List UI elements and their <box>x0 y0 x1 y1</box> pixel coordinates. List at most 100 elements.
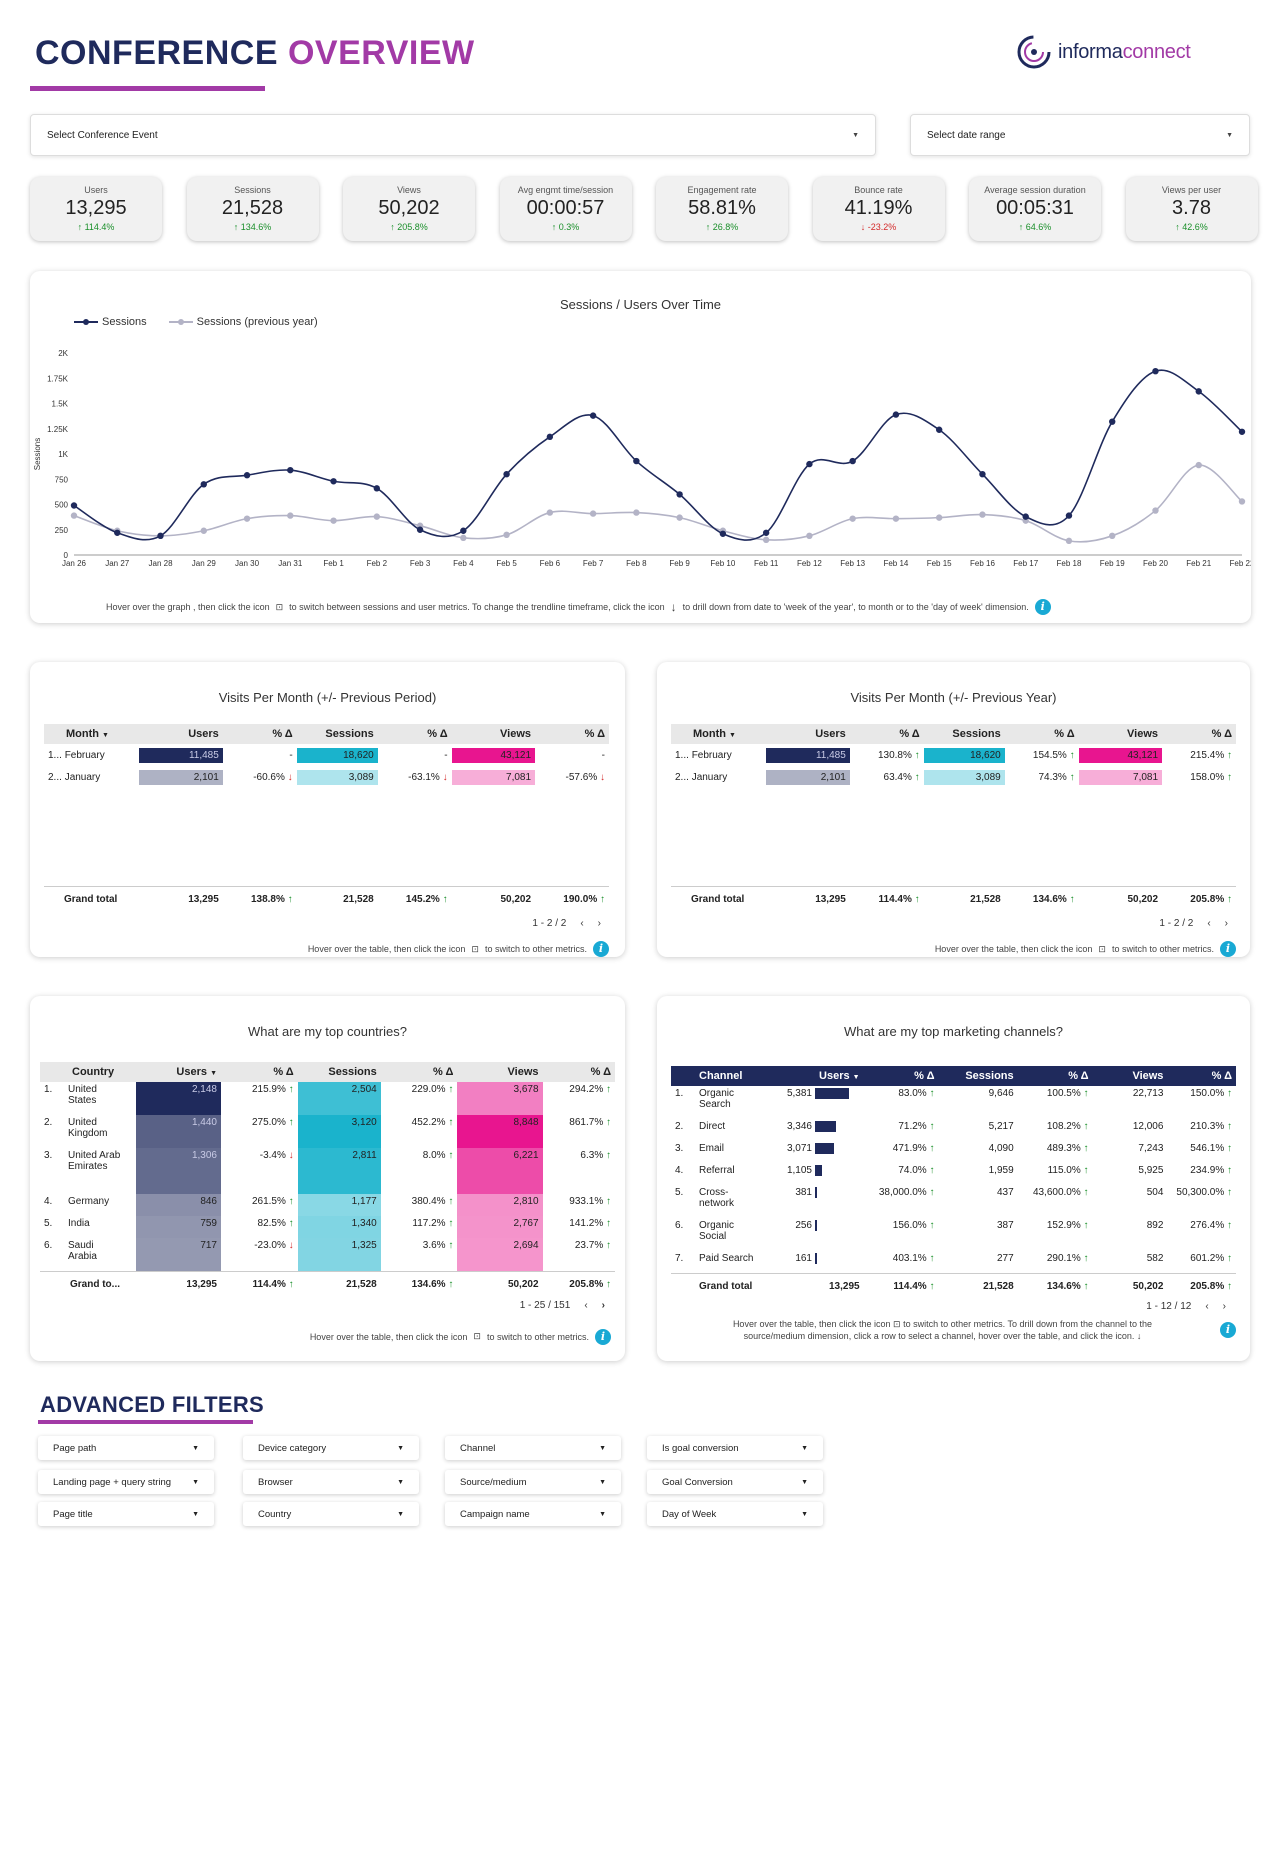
data-point-sessions-prev-year[interactable] <box>1065 537 1073 545</box>
table-row[interactable]: 6. Saudi Arabia 717 -23.0% ↓ 1,325 3.6% ↑ 2,69… <box>40 1238 615 1272</box>
column-header[interactable]: Month ▼ <box>671 724 767 744</box>
next-page-icon[interactable]: › <box>1224 918 1228 929</box>
filter-browser[interactable]: Browser ▼ <box>243 1470 419 1494</box>
drill-down-icon[interactable]: ↓ <box>1136 1331 1142 1341</box>
filter-channel[interactable]: Channel ▼ <box>445 1436 621 1460</box>
column-header[interactable]: Views <box>1078 724 1163 744</box>
data-point-sessions-prev-year[interactable] <box>1238 498 1246 505</box>
metric-switch-icon[interactable]: ⊡ <box>471 943 479 954</box>
table-row[interactable]: 4. Referral 1,105 74.0% ↑ 1,959 115.0% ↑ 5,92… <box>675 1165 1232 1177</box>
prev-page-icon[interactable]: ‹ <box>584 1299 588 1311</box>
table-row[interactable]: 5. Cross-network 381 38,000.0% ↑ 437 43,600.… <box>675 1187 1232 1209</box>
countries-table[interactable]: Country Users ▼% Δ Sessions% Δ Views% Δ 1. Un… <box>40 1062 615 1298</box>
filter-source-medium[interactable]: Source/medium ▼ <box>445 1470 621 1494</box>
table-row[interactable]: 7. Paid Search 161 403.1% ↑ 277 290.1% ↑ 582 6… <box>675 1253 1232 1265</box>
data-point-sessions-prev-year[interactable] <box>330 517 337 524</box>
column-header[interactable]: Views <box>451 724 536 744</box>
column-header[interactable]: % Δ <box>1167 1066 1236 1086</box>
data-point-sessions-prev-year[interactable] <box>935 514 943 521</box>
prev-page-icon[interactable]: ‹ <box>1205 1301 1209 1312</box>
filter-goal-conversion[interactable]: Goal Conversion ▼ <box>647 1470 823 1494</box>
data-point-sessions-prev-year[interactable] <box>979 511 986 518</box>
table-row[interactable]: 2. Direct 3,346 71.2% ↑ 5,217 108.2% ↑ 12,006… <box>675 1121 1232 1133</box>
info-icon[interactable]: i <box>1220 941 1236 957</box>
data-point-sessions-prev-year[interactable] <box>373 513 381 520</box>
table-row[interactable]: 4. Germany 846 261.5% ↑ 1,177 380.4% ↑ 2,810 93… <box>40 1194 615 1216</box>
data-point-sessions-prev-year[interactable] <box>287 512 294 519</box>
table-row[interactable]: 5. India 759 82.5% ↑ 1,340 117.2% ↑ 2,767 141.2… <box>40 1216 615 1238</box>
table-row[interactable]: 2... January 2,101 63.4% ↑ 3,089 74.3% ↑ 7,08… <box>675 769 1232 785</box>
table-row[interactable]: 6. Organic Social 256 156.0% ↑ 387 152.9% ↑ 8… <box>675 1220 1232 1242</box>
metric-switch-icon[interactable]: ⊡ <box>473 1331 481 1341</box>
column-header[interactable]: % Δ <box>535 724 609 744</box>
data-point-sessions[interactable] <box>373 485 381 492</box>
data-point-sessions[interactable] <box>719 530 727 537</box>
column-header[interactable]: % Δ <box>377 724 452 744</box>
legend-sessions-prev-year[interactable]: Sessions (previous year) <box>168 316 318 328</box>
data-point-sessions[interactable] <box>589 412 597 419</box>
column-header[interactable]: Sessions <box>923 724 1005 744</box>
conference-event-select[interactable]: Select Conference Event ▼ <box>30 114 876 156</box>
legend-sessions[interactable]: Sessions <box>74 316 147 328</box>
column-header[interactable]: % Δ <box>380 1062 458 1082</box>
data-point-sessions-prev-year[interactable] <box>460 534 467 542</box>
data-point-sessions[interactable] <box>1152 367 1159 375</box>
data-point-sessions[interactable] <box>1022 513 1029 520</box>
next-page-icon[interactable]: › <box>597 918 601 929</box>
chart-legend[interactable]: Sessions Sessions (previous year) <box>74 316 318 328</box>
visits-table[interactable]: Month ▼ Users% Δ Sessions% Δ Views% Δ 1... F… <box>671 724 1236 912</box>
filter-page-title[interactable]: Page title ▼ <box>38 1502 214 1526</box>
filter-device-category[interactable]: Device category ▼ <box>243 1436 419 1460</box>
filter-campaign-name[interactable]: Campaign name ▼ <box>445 1502 621 1526</box>
filter-page-path[interactable]: Page path ▼ <box>38 1436 214 1460</box>
data-point-sessions[interactable] <box>243 472 251 479</box>
filter-landing-page-query-string[interactable]: Landing page + query string ▼ <box>38 1470 214 1494</box>
filter-is-goal-conversion[interactable]: Is goal conversion ▼ <box>647 1436 823 1460</box>
line-chart[interactable]: 0 250 500 750 1K 1.25K 1.5K 1.75K 2K Sessions Jan … <box>30 271 1251 591</box>
prev-page-icon[interactable]: ‹ <box>580 918 584 929</box>
column-header[interactable]: Sessions <box>296 724 378 744</box>
data-point-sessions-prev-year[interactable] <box>1195 461 1202 469</box>
data-point-sessions-prev-year[interactable] <box>676 514 683 521</box>
data-point-sessions[interactable] <box>633 457 640 465</box>
data-point-sessions-prev-year[interactable] <box>70 512 78 519</box>
column-header[interactable]: Views <box>457 1062 543 1082</box>
column-header[interactable]: % Δ <box>1004 724 1079 744</box>
data-point-sessions-prev-year[interactable] <box>1109 532 1116 540</box>
data-point-sessions[interactable] <box>1195 388 1202 395</box>
data-point-sessions[interactable] <box>200 481 207 488</box>
table-row[interactable]: 1... February 11,485 130.8% ↑ 18,620 154.5% … <box>675 747 1232 763</box>
data-point-sessions[interactable] <box>1065 512 1073 519</box>
column-header[interactable]: % Δ <box>849 724 924 744</box>
filter-day-of-week[interactable]: Day of Week ▼ <box>647 1502 823 1526</box>
data-point-sessions[interactable] <box>114 529 121 536</box>
table-row[interactable]: 3. United Arab Emirates 1,306 -3.4% ↓ 2,811 8… <box>40 1148 615 1194</box>
prev-page-icon[interactable]: ‹ <box>1207 918 1211 929</box>
data-point-sessions[interactable] <box>546 433 554 441</box>
data-point-sessions[interactable] <box>157 532 164 540</box>
data-point-sessions[interactable] <box>892 411 900 418</box>
data-point-sessions-prev-year[interactable] <box>200 527 207 534</box>
info-icon[interactable]: i <box>595 1328 611 1345</box>
data-point-sessions[interactable] <box>935 426 943 433</box>
column-header[interactable]: Month ▼ <box>44 724 140 744</box>
data-point-sessions-prev-year[interactable] <box>1152 507 1159 514</box>
series-line-sessions[interactable] <box>73 369 1243 541</box>
next-page-icon[interactable]: › <box>1222 1301 1226 1312</box>
table-row[interactable]: 1. Organic Search 5,381 83.0% ↑ 9,646 100.5%… <box>675 1088 1232 1110</box>
data-point-sessions[interactable] <box>70 502 78 509</box>
drill-down-icon[interactable]: ↓ <box>670 600 677 614</box>
column-header[interactable]: % Δ <box>222 724 297 744</box>
column-header[interactable]: Sessions <box>297 1062 381 1082</box>
table-row[interactable]: 2... January 2,101 -60.6% ↓ 3,089 -63.1% ↓ 7,… <box>48 769 605 785</box>
next-page-icon[interactable]: › <box>601 1299 605 1311</box>
column-header[interactable]: % Δ <box>221 1062 298 1082</box>
column-header[interactable]: Country <box>40 1062 136 1082</box>
info-icon[interactable]: i <box>1220 1322 1236 1338</box>
column-header[interactable]: Views <box>1092 1066 1168 1086</box>
filter-country[interactable]: Country ▼ <box>243 1502 419 1526</box>
data-point-sessions[interactable] <box>416 526 424 533</box>
column-header[interactable]: Users ▼ <box>135 1062 221 1082</box>
table-row[interactable]: 1. United States 2,148 215.9% ↑ 2,504 229.0% … <box>40 1082 615 1115</box>
metric-switch-icon[interactable]: ⊡ <box>893 1319 901 1329</box>
